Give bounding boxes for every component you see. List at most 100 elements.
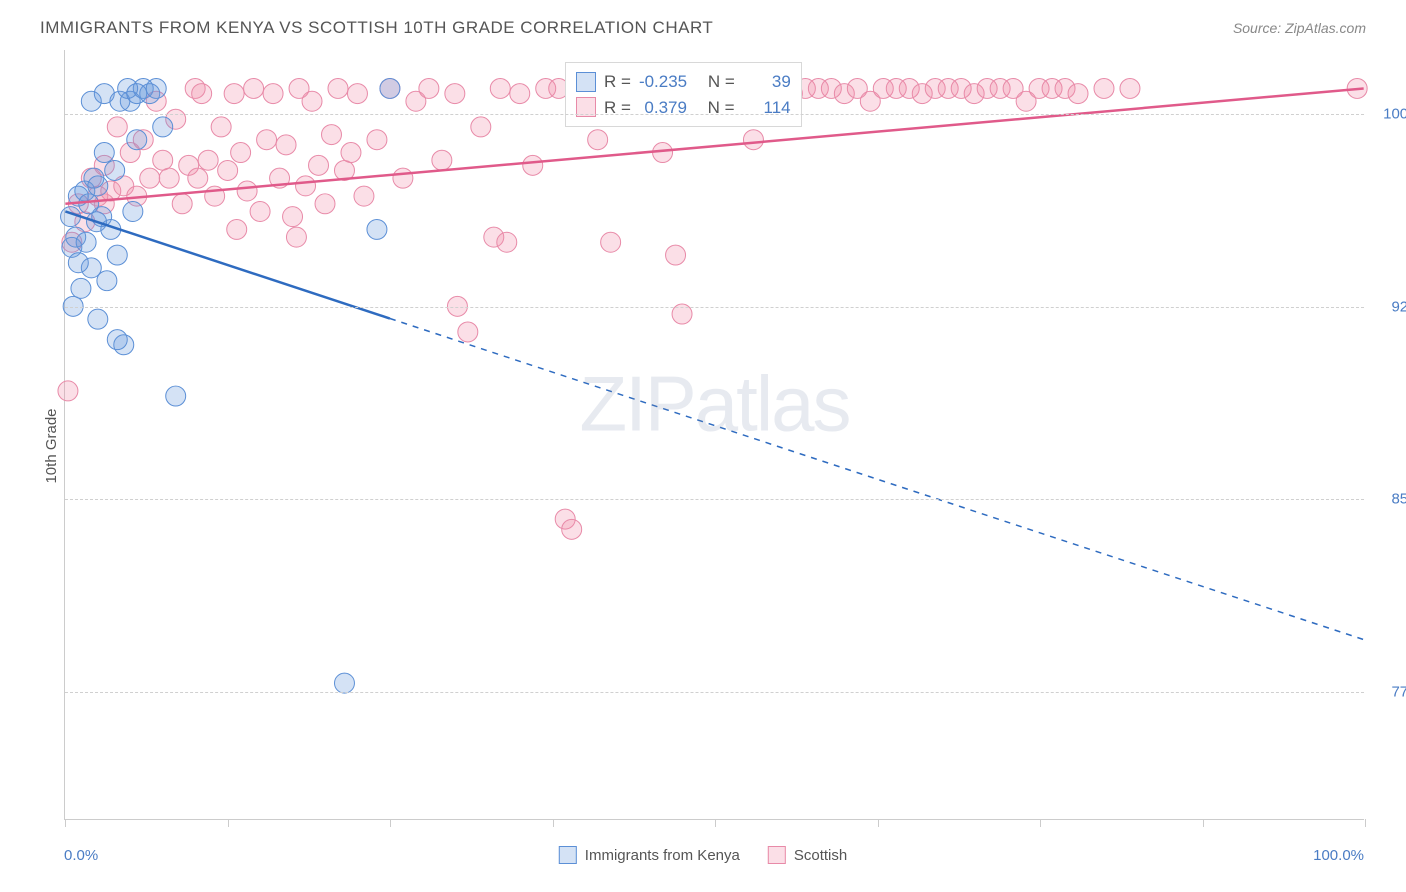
scatter-point xyxy=(347,84,367,104)
plot-svg xyxy=(65,50,1364,819)
scatter-point xyxy=(231,143,251,163)
scatter-point xyxy=(88,176,108,196)
scatter-point xyxy=(393,168,413,188)
plot-area: ZIPatlas R = -0.235 N = 39 R = 0.379 N =… xyxy=(64,50,1364,820)
legend-item-blue: Immigrants from Kenya xyxy=(559,846,740,864)
scatter-point xyxy=(159,168,179,188)
y-axis-label: 10th Grade xyxy=(43,408,60,483)
title-row: IMMIGRANTS FROM KENYA VS SCOTTISH 10TH G… xyxy=(40,18,1366,38)
gridline-h xyxy=(65,692,1364,693)
x-tick xyxy=(715,819,716,827)
x-tick xyxy=(878,819,879,827)
x-tick xyxy=(1203,819,1204,827)
stats-r-label-1: R = xyxy=(604,95,631,121)
scatter-point xyxy=(1120,78,1140,98)
scatter-point xyxy=(97,271,117,291)
gridline-h xyxy=(65,499,1364,500)
legend-swatch-blue xyxy=(559,846,577,864)
stats-r-val-0: -0.235 xyxy=(639,69,687,95)
scatter-point xyxy=(666,245,686,265)
stats-n-label-1: N = xyxy=(708,95,735,121)
scatter-point xyxy=(380,78,400,98)
scatter-point xyxy=(601,232,621,252)
scatter-point xyxy=(523,155,543,175)
legend-label-blue: Immigrants from Kenya xyxy=(585,847,740,864)
x-tick xyxy=(1365,819,1366,827)
stats-swatch-blue xyxy=(576,72,596,92)
scatter-point xyxy=(432,150,452,170)
x-axis-min-label: 0.0% xyxy=(64,847,98,864)
scatter-point xyxy=(302,91,322,111)
scatter-point xyxy=(257,130,277,150)
legend-item-pink: Scottish xyxy=(768,846,847,864)
scatter-point xyxy=(341,143,361,163)
scatter-point xyxy=(107,330,127,350)
scatter-point xyxy=(315,194,335,214)
scatter-point xyxy=(471,117,491,137)
scatter-point xyxy=(244,78,264,98)
scatter-point xyxy=(211,117,231,137)
chart-container: IMMIGRANTS FROM KENYA VS SCOTTISH 10TH G… xyxy=(0,0,1406,892)
stats-row-pink: R = 0.379 N = 114 xyxy=(576,95,791,121)
scatter-point xyxy=(419,78,439,98)
scatter-point xyxy=(140,168,160,188)
gridline-h xyxy=(65,114,1364,115)
scatter-point xyxy=(283,207,303,227)
y-tick-label: 77.5% xyxy=(1374,683,1406,700)
scatter-point xyxy=(458,322,478,342)
stats-r-val-1: 0.379 xyxy=(639,95,687,121)
gridline-h xyxy=(65,307,1364,308)
scatter-point xyxy=(68,253,88,273)
scatter-point xyxy=(237,181,257,201)
scatter-point xyxy=(296,176,316,196)
scatter-point xyxy=(286,227,306,247)
x-tick xyxy=(390,819,391,827)
bottom-legend: Immigrants from Kenya Scottish xyxy=(559,846,847,864)
scatter-point xyxy=(58,381,78,401)
scatter-point xyxy=(328,78,348,98)
scatter-point xyxy=(218,160,238,180)
scatter-point xyxy=(263,84,283,104)
scatter-point xyxy=(367,219,387,239)
y-tick-label: 92.5% xyxy=(1374,298,1406,315)
stats-r-label-0: R = xyxy=(604,69,631,95)
scatter-point xyxy=(88,309,108,329)
y-tick-label: 85.0% xyxy=(1374,491,1406,508)
scatter-point xyxy=(497,232,517,252)
scatter-point xyxy=(322,125,342,145)
scatter-point xyxy=(510,84,530,104)
x-axis-max-label: 100.0% xyxy=(1313,847,1364,864)
scatter-point xyxy=(224,84,244,104)
trend-line-dashed xyxy=(390,319,1364,640)
scatter-point xyxy=(250,202,270,222)
scatter-point xyxy=(367,130,387,150)
scatter-point xyxy=(1094,78,1114,98)
stats-n-label-0: N = xyxy=(708,69,735,95)
scatter-point xyxy=(107,245,127,265)
scatter-point xyxy=(445,84,465,104)
x-tick xyxy=(1040,819,1041,827)
scatter-point xyxy=(309,155,329,175)
scatter-point xyxy=(127,84,147,104)
stats-n-val-0: 39 xyxy=(743,69,791,95)
x-tick xyxy=(65,819,66,827)
chart-title: IMMIGRANTS FROM KENYA VS SCOTTISH 10TH G… xyxy=(40,18,713,38)
scatter-point xyxy=(334,673,354,693)
scatter-point xyxy=(354,186,374,206)
scatter-point xyxy=(166,386,186,406)
y-tick-label: 100.0% xyxy=(1374,106,1406,123)
scatter-point xyxy=(107,117,127,137)
stats-box: R = -0.235 N = 39 R = 0.379 N = 114 xyxy=(565,62,802,127)
scatter-point xyxy=(227,219,247,239)
scatter-point xyxy=(188,168,208,188)
scatter-point xyxy=(172,194,192,214)
scatter-point xyxy=(153,150,173,170)
scatter-point xyxy=(198,150,218,170)
stats-row-blue: R = -0.235 N = 39 xyxy=(576,69,791,95)
scatter-point xyxy=(94,143,114,163)
scatter-point xyxy=(146,78,166,98)
scatter-point xyxy=(123,202,143,222)
scatter-point xyxy=(76,232,96,252)
x-tick xyxy=(553,819,554,827)
scatter-point xyxy=(71,278,91,298)
